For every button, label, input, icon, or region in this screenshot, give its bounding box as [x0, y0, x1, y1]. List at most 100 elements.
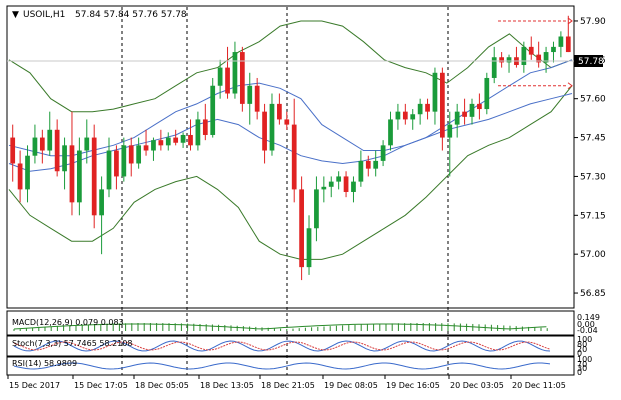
rsi-tick-4: 0 — [577, 368, 582, 377]
macd-label: MACD(12,26,9) 0.079 0.083 — [12, 318, 124, 327]
price-tick-label: 56.85 — [580, 289, 606, 299]
candle-body — [217, 67, 223, 86]
candle-body — [99, 189, 104, 216]
candle-body — [402, 111, 408, 120]
candle-body — [247, 85, 253, 104]
price-panel-frame — [6, 5, 575, 309]
candle-body — [528, 46, 534, 55]
time-tick-label: 20 Dec 11:05 — [512, 381, 566, 390]
candle-body — [262, 111, 267, 151]
candle-body — [239, 52, 245, 104]
candle-body — [328, 181, 334, 187]
price-tick-label: 57.90 — [580, 17, 606, 27]
candle-body — [225, 67, 230, 94]
stoch-tick-4: 0 — [577, 349, 582, 358]
candle-body — [469, 103, 475, 117]
candle-body — [380, 145, 386, 161]
candle-body — [565, 36, 571, 53]
candle-body — [365, 160, 371, 169]
stoch-panel-frame — [6, 335, 575, 357]
stoch-lines — [13, 340, 551, 352]
candle-body — [54, 129, 60, 172]
time-axis: 15 Dec 2017 15 Dec 17:05 18 Dec 05:05 18 De… — [7, 375, 566, 390]
candle-body — [410, 114, 416, 120]
rsi-tick-2: 70 — [577, 360, 587, 369]
time-tick-label: 18 Dec 13:05 — [200, 381, 254, 390]
candle-body — [202, 119, 208, 135]
candle-body — [25, 155, 30, 190]
price-tick-label: 57.00 — [580, 250, 606, 260]
rsi-line — [13, 362, 551, 370]
stoch-label: Stoch(7,3,3) 57.7465 58.2108 — [12, 339, 132, 348]
candle-body — [69, 145, 75, 203]
stoch-tick-3: 20 — [577, 345, 587, 354]
candle-body — [47, 129, 53, 151]
candle-body — [358, 160, 364, 182]
rsi-line-path — [13, 362, 551, 370]
candle-body — [558, 36, 564, 47]
candle-body — [188, 134, 193, 146]
candle-body — [425, 103, 430, 112]
candle-body — [121, 145, 127, 177]
bollinger-upper-line — [8, 20, 573, 113]
time-tick-label: 15 Dec 2017 — [9, 381, 60, 390]
candle-body — [128, 145, 134, 164]
candle-body — [551, 46, 556, 53]
time-tick-label: 19 Dec 08:05 — [324, 381, 378, 390]
candle-body — [39, 137, 45, 151]
level-arrow-icon — [567, 82, 573, 90]
rsi-tick-3: 30 — [577, 364, 587, 373]
candle-body — [543, 52, 549, 63]
candle-body — [351, 181, 356, 192]
rsi-label: RSI(14) 58.9809 — [12, 359, 77, 368]
candle-body — [314, 189, 319, 229]
price-tick-label: 57.45 — [580, 134, 606, 144]
candle-body — [477, 103, 482, 110]
candle-body — [106, 150, 112, 190]
price-tick-label: 57.15 — [580, 211, 606, 221]
candle-body — [32, 137, 38, 156]
candle-body — [143, 145, 149, 151]
candle-body — [151, 140, 156, 151]
stoch-tick-1: 100 — [577, 335, 592, 344]
candle-body — [462, 111, 467, 117]
candle-body — [417, 103, 423, 115]
macd-tick-1: 0.149 — [577, 313, 600, 322]
time-tick-label: 18 Dec 21:05 — [261, 381, 315, 390]
candle-body — [10, 137, 16, 164]
candle-body — [114, 150, 119, 177]
time-tick-label: 15 Dec 17:05 — [74, 381, 128, 390]
candle-body — [91, 137, 97, 216]
candle-body — [454, 111, 460, 125]
candle-body — [336, 176, 342, 182]
candle-body — [180, 134, 186, 143]
candle-body — [17, 163, 23, 190]
candle-body — [499, 57, 504, 63]
candle-body — [343, 176, 349, 192]
candle-body — [521, 46, 527, 66]
candle-body — [84, 137, 90, 151]
candle-body — [373, 160, 379, 169]
triangle-down-icon[interactable]: ▼ — [12, 10, 19, 20]
price-tick-label: 57.60 — [580, 95, 606, 105]
candle-body — [269, 103, 275, 151]
candle-body — [291, 124, 297, 190]
current-price-label: 57.78 — [578, 57, 604, 67]
candle-body — [136, 145, 142, 164]
macd-histogram — [13, 323, 548, 331]
stoch-tick-2: 80 — [577, 340, 587, 349]
macd-panel-frame — [6, 310, 575, 336]
candle-body — [254, 85, 260, 112]
candle-body — [388, 119, 393, 146]
current-price-box — [574, 55, 603, 67]
candle-body — [306, 228, 312, 268]
candle-body — [158, 140, 164, 146]
candle-body — [439, 72, 445, 138]
candle-body — [536, 54, 542, 63]
candle-body — [284, 119, 290, 125]
stoch-signal-line — [13, 341, 551, 351]
time-tick-label: 20 Dec 03:05 — [450, 381, 504, 390]
candle-body — [173, 137, 179, 143]
price-tick-label: 57.30 — [580, 172, 606, 182]
